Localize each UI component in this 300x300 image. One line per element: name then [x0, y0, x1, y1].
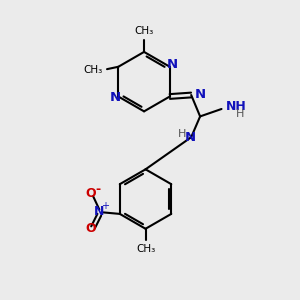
Text: H: H — [236, 109, 245, 119]
Text: N: N — [167, 58, 178, 71]
Text: N: N — [110, 92, 121, 104]
Text: N: N — [94, 205, 104, 218]
Text: +: + — [100, 201, 109, 211]
Text: O: O — [85, 222, 96, 235]
Text: NH: NH — [226, 100, 246, 113]
Text: -: - — [95, 183, 100, 196]
Text: CH₃: CH₃ — [84, 65, 103, 75]
Text: CH₃: CH₃ — [134, 26, 154, 37]
Text: N: N — [195, 88, 206, 100]
Text: CH₃: CH₃ — [136, 244, 155, 254]
Text: H: H — [178, 129, 186, 139]
Text: N: N — [184, 131, 196, 144]
Text: O: O — [85, 187, 96, 200]
